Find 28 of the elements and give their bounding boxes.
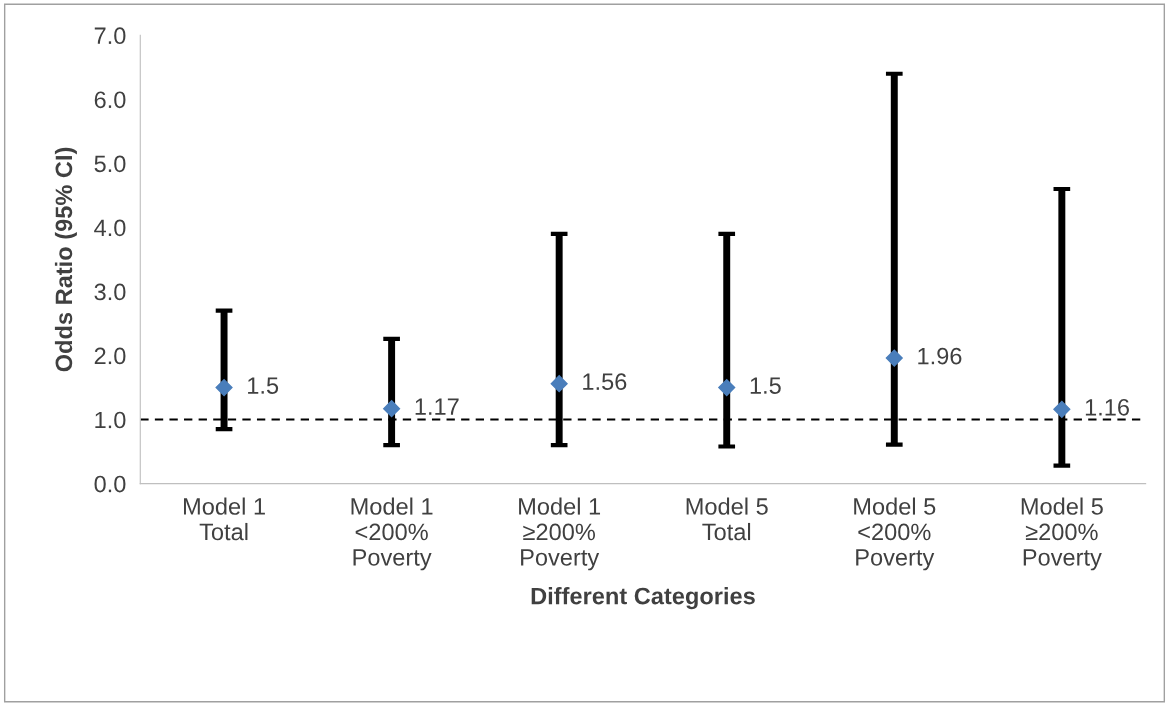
y-tick-label: 3.0 xyxy=(94,283,126,301)
x-tick-label: Model 1 ≥200% Poverty xyxy=(519,497,601,571)
data-label: 1.17 xyxy=(415,398,459,415)
y-axis-title: Odds Ratio (95% CI) xyxy=(54,147,77,372)
x-tick-label: Model 5 Total xyxy=(686,497,768,541)
x-axis-title: Different Categories xyxy=(531,587,755,610)
point xyxy=(215,378,233,397)
point xyxy=(718,378,736,397)
data-label: 1.96 xyxy=(918,347,962,365)
point xyxy=(550,375,568,393)
point xyxy=(885,349,903,367)
point xyxy=(383,400,401,418)
x-tick-label: Model 5 ≥200% Poverty xyxy=(1021,497,1103,571)
y-tick-label: 7.0 xyxy=(94,27,126,45)
data-label: 1.56 xyxy=(583,373,627,391)
x-tick-label: Model 5 <200% Poverty xyxy=(854,497,936,571)
y-tick-label: 1.0 xyxy=(95,411,126,429)
data-label: 1.16 xyxy=(1085,398,1129,416)
y-tick-label: 0.0 xyxy=(94,475,126,493)
x-tick-label: Model 1 Total xyxy=(184,497,265,541)
x-tick-label: Model 1 <200% Poverty xyxy=(351,497,433,571)
data-label: 1.5 xyxy=(248,377,279,394)
y-tick-label: 4.0 xyxy=(94,219,126,237)
y-tick-label: 6.0 xyxy=(94,91,126,109)
data-label: 1.5 xyxy=(750,377,781,394)
y-tick-label: 2.0 xyxy=(94,347,126,365)
point xyxy=(1053,400,1071,418)
y-tick-label: 5.0 xyxy=(94,155,126,173)
